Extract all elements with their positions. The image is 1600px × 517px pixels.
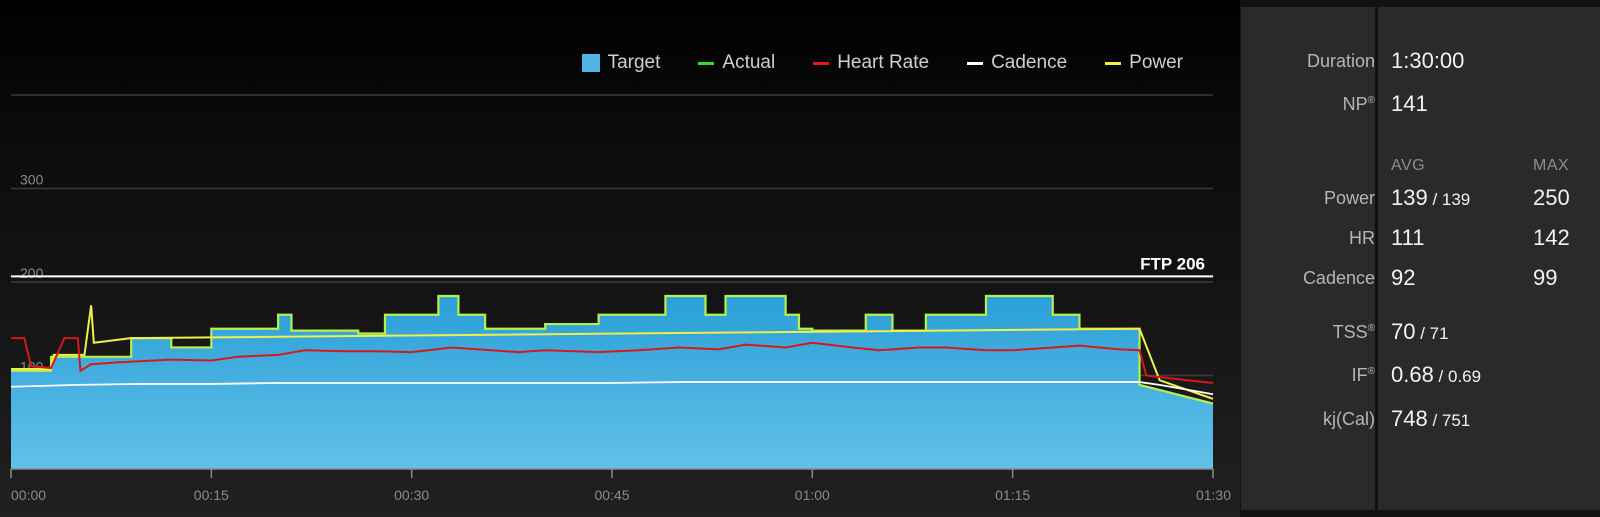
x-tick-label-1: 00:15 — [194, 487, 229, 503]
x-tick-label-6: 01:30 — [1196, 487, 1231, 503]
hr-avg: 111 — [1391, 225, 1425, 250]
chart-legend: Target Actual Heart Rate Cadence Power — [581, 52, 1183, 74]
x-tick-label-2: 00:30 — [394, 487, 429, 503]
duration-label: Duration — [1306, 51, 1375, 71]
ftp-label: FTP 206 — [1140, 254, 1205, 273]
x-tick-label-3: 00:45 — [594, 487, 629, 503]
legend-label-power: Power — [1129, 52, 1183, 73]
duration-value: 1:30:00 — [1391, 48, 1465, 73]
legend-label-actual: Actual — [722, 52, 776, 73]
legend-item-power[interactable]: Power — [1105, 52, 1183, 74]
np-value: 141 — [1391, 91, 1428, 116]
hr-label: HR — [1349, 228, 1375, 248]
y-tick-label-200: 200 — [20, 265, 44, 281]
actual-line — [11, 294, 1214, 405]
legend-item-cadence[interactable]: Cadence — [967, 52, 1067, 74]
kj-value: 748 / 751 — [1391, 406, 1471, 431]
legend-label-target: Target — [607, 52, 661, 73]
avg-header: AVG — [1391, 157, 1426, 174]
legend-swatch-actual — [698, 61, 715, 65]
x-tick-label-0: 00:00 — [11, 487, 46, 503]
if-value: 0.68 / 0.69 — [1391, 362, 1482, 387]
hr-max: 142 — [1533, 225, 1570, 250]
heart-rate-line — [11, 337, 1214, 384]
power-max: 250 — [1533, 185, 1570, 210]
power-avg: 139 / 139 — [1391, 185, 1471, 210]
legend-item-actual[interactable]: Actual — [698, 52, 775, 74]
legend-label-cadence: Cadence — [991, 52, 1068, 73]
legend-swatch-heart-rate — [813, 61, 830, 65]
legend-label-heart-rate: Heart Rate — [837, 52, 930, 73]
power-line — [11, 305, 1214, 400]
legend-item-target[interactable]: Target — [581, 52, 661, 74]
tss-label: TSS® — [1332, 322, 1375, 342]
kj-label: kj(Cal) — [1323, 409, 1375, 429]
stats-panel: Duration 1:30:00 NP® 141 AVG MAX Power 1… — [1241, 7, 1600, 510]
power-label: Power — [1323, 188, 1375, 208]
cadence-max: 99 — [1533, 265, 1558, 290]
stats-label-column — [1241, 7, 1375, 510]
x-tick-label-5: 01:15 — [995, 487, 1030, 503]
stats-divider — [1375, 7, 1378, 510]
legend-swatch-cadence — [967, 61, 984, 65]
x-tick-label-4: 01:00 — [795, 487, 830, 503]
cadence-line — [10, 381, 1214, 396]
legend-swatch-target — [581, 54, 600, 72]
np-label: NP® — [1342, 94, 1375, 114]
legend-swatch-power — [1105, 61, 1122, 65]
tss-value: 70 / 71 — [1391, 319, 1449, 344]
y-tick-label-300: 300 — [20, 172, 44, 188]
max-header: MAX — [1533, 157, 1570, 174]
cadence-avg: 92 — [1391, 265, 1416, 290]
legend-item-heart-rate[interactable]: Heart Rate — [813, 52, 929, 74]
workout-chart: 100 200 300 FTP 206 00:00 00:15 00:30 00:45 01:0… — [0, 0, 1240, 517]
if-label: IF® — [1351, 365, 1375, 385]
cadence-label: Cadence — [1302, 268, 1375, 288]
